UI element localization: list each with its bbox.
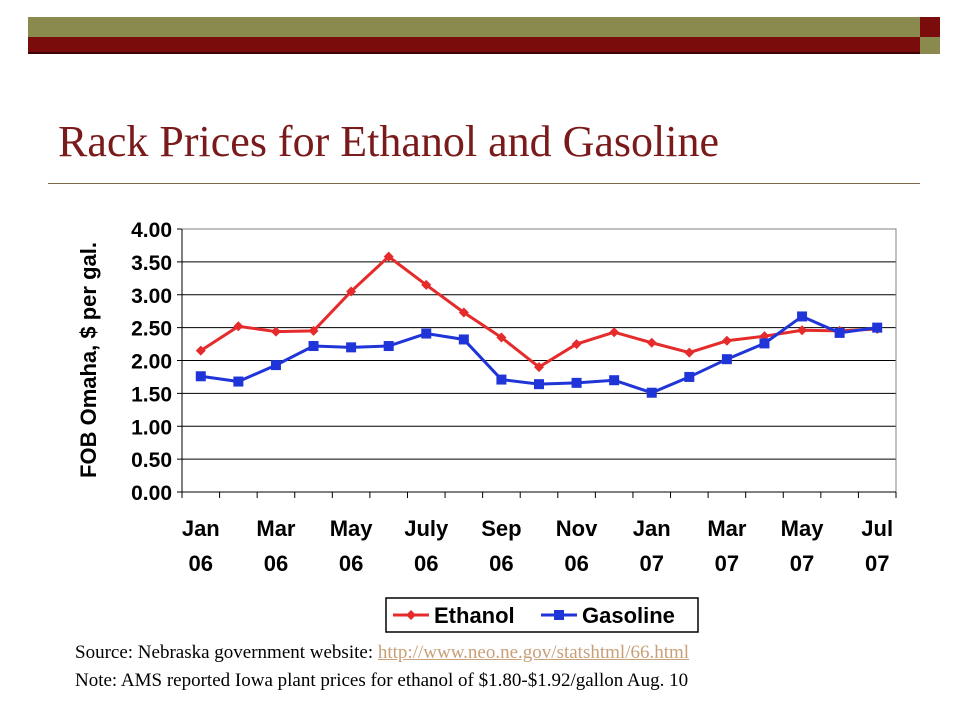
data-point-gasoline <box>834 327 845 338</box>
data-point-gasoline <box>759 338 770 349</box>
data-point-ethanol <box>797 325 808 336</box>
legend-label-gasoline: Gasoline <box>582 603 675 628</box>
data-point-gasoline <box>797 311 808 322</box>
data-point-ethanol <box>684 347 695 358</box>
y-tick-label: 3.50 <box>131 252 172 275</box>
data-point-ethanol <box>458 307 469 318</box>
data-point-gasoline <box>646 387 657 398</box>
data-point-ethanol <box>496 332 507 343</box>
y-tick-label: 3.00 <box>131 285 172 308</box>
data-point-ethanol <box>346 286 357 297</box>
note-text: Note: AMS reported Iowa plant prices for… <box>75 670 689 691</box>
x-tick-label-year: 06 <box>414 551 438 576</box>
data-point-ethanol <box>195 345 206 356</box>
data-point-gasoline <box>872 322 883 333</box>
x-tick-label-month: Nov <box>556 516 598 541</box>
data-point-gasoline <box>270 360 281 371</box>
x-tick-label-year: 06 <box>489 551 513 576</box>
y-tick-label: 2.00 <box>131 351 172 374</box>
data-point-ethanol <box>609 327 620 338</box>
x-tick-label-year: 07 <box>865 551 889 576</box>
x-tick-label-year: 07 <box>639 551 663 576</box>
x-tick-label-month: Sep <box>481 516 521 541</box>
source-prefix: Source: Nebraska government website: <box>75 642 378 663</box>
y-tick-label: 0.00 <box>131 482 172 505</box>
x-tick-label-year: 07 <box>790 551 814 576</box>
source-link[interactable]: http://www.neo.ne.gov/statshtml/66.html <box>377 642 690 663</box>
legend-marker-ethanol <box>406 610 416 620</box>
data-point-gasoline <box>383 341 394 352</box>
x-tick-label-month: July <box>404 516 449 541</box>
x-tick-label-year: 06 <box>264 551 288 576</box>
x-tick-label-year: 06 <box>564 551 588 576</box>
corner-square-red <box>920 17 940 37</box>
x-tick-label-month: Jan <box>182 516 220 541</box>
x-tick-label-year: 06 <box>189 551 213 576</box>
header-accent-bar <box>28 37 920 54</box>
x-tick-label-year: 07 <box>715 551 739 576</box>
y-tick-label: 1.50 <box>131 383 172 406</box>
data-point-gasoline <box>534 379 544 390</box>
data-point-ethanol <box>270 326 281 337</box>
y-tick-label: 0.50 <box>131 449 172 472</box>
data-point-gasoline <box>571 377 582 388</box>
y-tick-label: 1.00 <box>131 416 172 439</box>
x-tick-label-month: Mar <box>256 516 296 541</box>
title-divider <box>48 183 920 184</box>
data-point-gasoline <box>233 376 244 387</box>
data-point-gasoline <box>496 374 507 385</box>
x-tick-label-month: May <box>330 516 374 541</box>
data-point-ethanol <box>721 335 732 346</box>
header-accent-line <box>28 52 920 54</box>
data-point-gasoline <box>721 354 732 365</box>
data-point-gasoline <box>609 375 620 386</box>
data-point-gasoline <box>195 371 206 382</box>
x-tick-label-year: 06 <box>339 551 363 576</box>
data-point-ethanol <box>571 339 582 350</box>
data-point-ethanol <box>308 325 319 336</box>
y-tick-label: 4.00 <box>131 219 172 242</box>
legend-label-ethanol: Ethanol <box>434 603 515 628</box>
header-band <box>28 17 920 37</box>
data-point-gasoline <box>346 342 357 353</box>
y-axis-label: FOB Omaha, $ per gal. <box>76 242 101 478</box>
x-tick-label-month: Jul <box>861 516 893 541</box>
data-point-gasoline <box>421 328 432 339</box>
data-point-ethanol <box>421 279 432 290</box>
x-tick-label-month: Jan <box>633 516 671 541</box>
data-point-ethanol <box>383 251 394 262</box>
data-point-gasoline <box>308 341 319 352</box>
corner-square-olive <box>920 37 940 54</box>
data-point-ethanol <box>646 337 657 348</box>
source-text: Source: Nebraska government website: htt… <box>75 642 689 664</box>
x-tick-label-month: May <box>781 516 825 541</box>
data-point-ethanol <box>233 321 244 332</box>
data-point-gasoline <box>684 371 695 382</box>
data-point-gasoline <box>458 334 469 345</box>
y-tick-label: 2.50 <box>131 318 172 341</box>
data-point-ethanol <box>534 362 544 373</box>
x-tick-label-month: Mar <box>707 516 747 541</box>
legend-marker-gasoline <box>554 610 564 620</box>
slide-title: Rack Prices for Ethanol and Gasoline <box>58 117 720 166</box>
